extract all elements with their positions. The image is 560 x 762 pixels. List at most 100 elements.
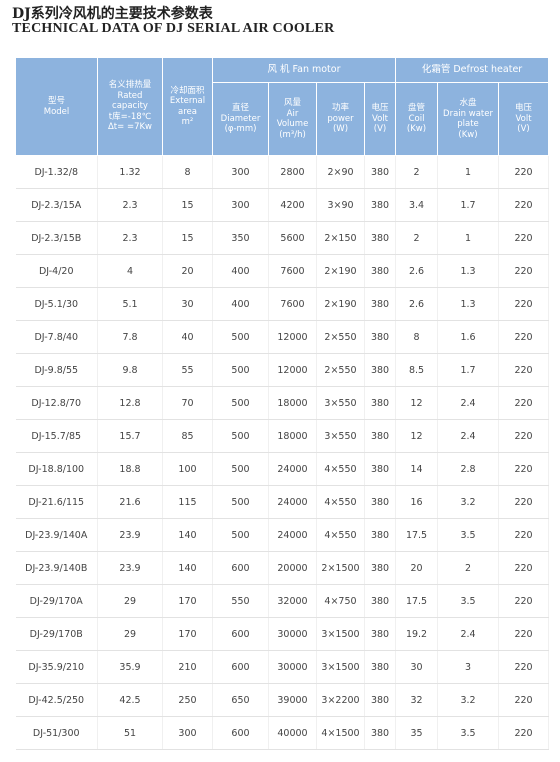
cell-text: 3×1500 — [321, 661, 360, 673]
table-cell: 380 — [364, 683, 397, 717]
table-row: DJ-15.7/85 15.7 85 500 18000 3×550 380 12 2.4 220 — [15, 419, 550, 453]
table-cell: 30000 — [268, 650, 317, 684]
header-line: Coil — [408, 113, 425, 124]
cell-text: 18000 — [277, 430, 308, 442]
cell-text: DJ-18.8/100 — [28, 463, 85, 475]
table-cell: 8 — [395, 320, 439, 354]
cell-text: 400 — [231, 298, 250, 310]
header-line: 名义排热量 — [108, 80, 152, 91]
cell-text: 380 — [370, 199, 390, 211]
table-cell: 2.4 — [437, 617, 500, 651]
cell-text: 12 — [410, 430, 423, 442]
table-cell: 2×550 — [316, 320, 365, 354]
cell-text: 380 — [370, 265, 390, 277]
table-row: DJ-5.1/30 5.1 30 400 7600 2×190 380 2.6 1.3 220 — [15, 287, 550, 321]
table-cell: 12000 — [268, 320, 317, 354]
table-cell: 220 — [498, 617, 550, 651]
header-line: plate — [457, 119, 479, 129]
cell-text: 2×190 — [324, 298, 357, 310]
cell-text: 4×750 — [324, 595, 357, 607]
cell-text: 2×90 — [327, 166, 354, 178]
table-cell: 380 — [364, 617, 397, 651]
table-cell: DJ-23.9/140A — [15, 518, 98, 552]
cell-text: 220 — [514, 595, 533, 607]
table-cell: 30 — [162, 287, 213, 321]
cell-text: 55 — [181, 364, 194, 376]
cell-text: 220 — [514, 529, 533, 541]
table-cell: 3×1500 — [316, 617, 365, 651]
cell-text: DJ-9.8/55 — [34, 364, 79, 376]
cell-text: 220 — [514, 265, 533, 277]
cell-text: 2800 — [280, 166, 305, 178]
table-cell: 380 — [364, 584, 397, 618]
table-cell: 14 — [395, 452, 439, 486]
table-cell: 3.5 — [437, 584, 500, 618]
header-line: (V) — [517, 124, 530, 135]
table-cell: 19.2 — [395, 617, 439, 651]
cell-text: 2.6 — [408, 298, 425, 310]
cell-text: 40 — [181, 331, 194, 343]
table-cell: 3×1500 — [316, 650, 365, 684]
cell-text: 1.7 — [460, 364, 476, 376]
header-line: (V) — [373, 124, 387, 135]
table-cell: 2×190 — [316, 287, 365, 321]
cell-text: 12.8 — [119, 397, 141, 409]
column-header: 水盘 Drain water plate (Kw) — [437, 82, 500, 156]
cell-text: 600 — [231, 562, 250, 574]
cell-text: 500 — [231, 430, 250, 442]
cell-text: 380 — [370, 463, 390, 475]
table-cell: DJ-4/20 — [15, 254, 98, 288]
cell-text: 380 — [370, 694, 390, 706]
table-cell: 40 — [162, 320, 213, 354]
cell-text: 4×1500 — [321, 727, 360, 739]
cell-text: 8.5 — [408, 364, 425, 376]
table-cell: 2800 — [268, 155, 317, 189]
table-cell: 2.6 — [395, 254, 439, 288]
table-cell: 7600 — [268, 254, 317, 288]
cell-text: 30000 — [277, 661, 308, 673]
table-cell: 600 — [212, 551, 269, 585]
header-line: Diameter — [220, 113, 261, 124]
cell-text: 3×90 — [327, 199, 354, 211]
cell-text: 24000 — [277, 529, 308, 541]
cell-text: 2 — [413, 232, 420, 244]
cell-text: 24000 — [277, 463, 308, 475]
group-header: 风 机 Fan motor — [211, 57, 397, 83]
cell-text: 220 — [514, 430, 533, 442]
table-cell: 15 — [162, 221, 213, 255]
cell-text: 30 — [410, 661, 423, 673]
table-cell: 170 — [162, 617, 213, 651]
table-cell: 5.1 — [97, 287, 163, 321]
cell-text: 600 — [231, 628, 250, 640]
cell-text: 5600 — [280, 232, 305, 244]
cell-text: 16 — [410, 496, 423, 508]
table-cell: 15.7 — [97, 419, 163, 453]
cell-text: 380 — [370, 331, 390, 343]
cell-text: 100 — [178, 463, 197, 475]
cell-text: 115 — [178, 496, 197, 508]
header-line: External — [169, 96, 206, 106]
table-cell: 2.6 — [395, 287, 439, 321]
column-header: 功率 power (W) — [316, 82, 365, 156]
table-cell: 220 — [498, 287, 550, 321]
cell-text: 3×550 — [324, 397, 357, 409]
table-cell: 32 — [395, 683, 439, 717]
column-header: 电压 Volt (V) — [363, 82, 397, 156]
table-cell: DJ-5.1/30 — [15, 287, 98, 321]
table-cell: 650 — [212, 683, 269, 717]
cell-text: 39000 — [277, 694, 308, 706]
cell-text: 14 — [410, 463, 423, 475]
cell-text: 2×190 — [324, 265, 357, 277]
table-cell: 380 — [364, 485, 397, 519]
cell-text: 18.8 — [119, 463, 141, 475]
table-cell: 380 — [364, 254, 397, 288]
table-cell: 20 — [395, 551, 439, 585]
table-cell: 20000 — [268, 551, 317, 585]
cell-text: 4×550 — [324, 463, 357, 475]
cell-text: DJ-42.5/250 — [28, 694, 85, 706]
cell-text: 2×550 — [324, 364, 357, 376]
table-cell: 500 — [212, 386, 269, 420]
header-line: 冷却面积 — [170, 85, 205, 96]
table-cell: 400 — [212, 254, 269, 288]
column-header: 型号 Model — [15, 57, 98, 156]
